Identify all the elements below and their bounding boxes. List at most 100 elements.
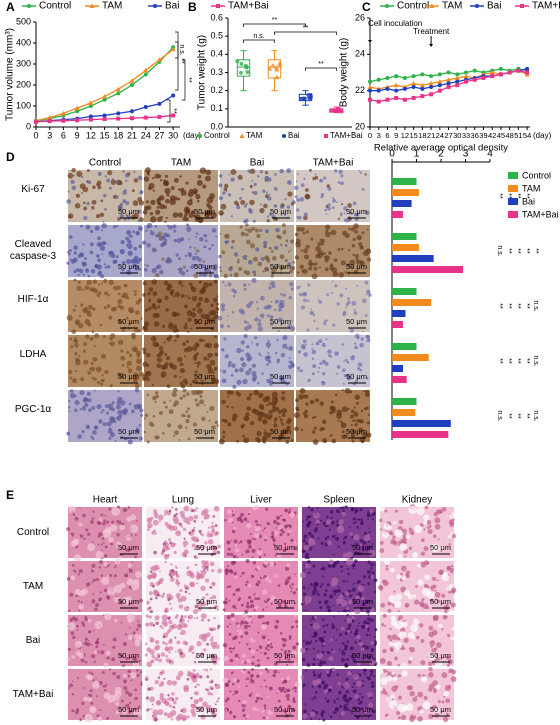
- micrograph-texture: [388, 594, 397, 603]
- micrograph-texture: [248, 595, 252, 600]
- micrograph-texture: [202, 286, 207, 291]
- micrograph-texture: [227, 708, 230, 711]
- micrograph-texture: [151, 654, 156, 659]
- micrograph-texture: [358, 641, 364, 647]
- micrograph-texture: [163, 280, 169, 286]
- micrograph-texture: [415, 585, 418, 588]
- micrograph-texture: [209, 637, 214, 642]
- micrograph-texture: [231, 363, 236, 368]
- micrograph-texture: [192, 307, 196, 312]
- micrograph-texture: [97, 283, 101, 286]
- micrograph-texture: [223, 419, 228, 424]
- micrograph-texture: [97, 534, 101, 538]
- micrograph-texture: [107, 428, 113, 434]
- micrograph-texture: [186, 566, 190, 570]
- marker: [102, 94, 108, 99]
- micrograph-texture: [351, 429, 357, 434]
- micrograph-texture: [140, 413, 144, 417]
- micrograph-texture: [280, 243, 283, 247]
- micrograph-texture: [133, 170, 136, 173]
- micrograph-texture: [303, 565, 306, 567]
- micrograph-texture: [167, 697, 171, 701]
- x-tick-label: 42: [488, 131, 496, 140]
- x-tick-label: 15: [409, 131, 417, 140]
- micrograph-texture: [86, 169, 90, 173]
- micrograph-texture: [310, 237, 314, 241]
- micrograph-texture: [197, 217, 203, 224]
- micrograph-texture: [291, 362, 295, 366]
- micrograph-texture: [75, 193, 81, 198]
- micrograph-texture: [233, 526, 237, 530]
- micrograph-texture: [164, 560, 167, 564]
- micrograph-texture: [232, 413, 238, 419]
- micrograph-texture: [83, 359, 89, 365]
- scale-bar-label: 50 μm: [196, 597, 217, 606]
- micrograph-texture: [104, 545, 108, 549]
- micrograph-texture: [95, 550, 104, 560]
- micrograph-texture: [166, 337, 171, 342]
- micrograph-texture: [214, 335, 217, 338]
- micrograph-texture: [75, 321, 79, 325]
- micrograph-texture: [258, 352, 261, 355]
- scale-bar-label: 50 μm: [118, 651, 139, 660]
- micrograph-texture: [289, 281, 294, 287]
- micrograph-texture: [111, 177, 114, 180]
- micrograph-texture: [352, 582, 355, 585]
- micrograph-texture: [314, 175, 319, 180]
- micrograph-texture: [321, 710, 326, 714]
- micrograph-texture: [354, 559, 358, 563]
- micrograph-texture: [256, 674, 260, 678]
- micrograph-texture: [98, 680, 103, 686]
- micrograph-texture: [94, 620, 103, 630]
- micrograph-texture: [241, 553, 244, 556]
- micrograph-texture: [188, 592, 191, 595]
- bar: [392, 255, 434, 262]
- micrograph-texture: [372, 518, 375, 521]
- micrograph-texture: [344, 631, 348, 636]
- micrograph-texture: [181, 707, 187, 714]
- micrograph-texture: [441, 506, 447, 512]
- micrograph-texture: [256, 307, 259, 310]
- micrograph-texture: [248, 367, 252, 372]
- micrograph-texture: [362, 707, 368, 714]
- micrograph-texture: [294, 255, 300, 260]
- micrograph-texture: [336, 201, 338, 204]
- micrograph-texture: [245, 417, 248, 420]
- micrograph-texture: [121, 292, 128, 299]
- micrograph-texture: [359, 693, 362, 696]
- micrograph-texture: [253, 609, 256, 612]
- micrograph-texture: [339, 715, 342, 718]
- micrograph-texture: [125, 236, 130, 241]
- marker: [394, 74, 399, 79]
- annotation: Treatment: [413, 27, 450, 36]
- micrograph-texture: [188, 212, 194, 218]
- micrograph-texture: [364, 645, 369, 650]
- micrograph-texture: [167, 597, 171, 602]
- micrograph-texture: [83, 537, 86, 541]
- marker: [376, 77, 381, 82]
- micrograph-texture: [71, 564, 75, 567]
- micrograph-texture: [127, 634, 134, 641]
- micrograph-texture: [387, 608, 392, 613]
- micrograph-texture: [412, 552, 419, 559]
- micrograph-texture: [194, 691, 199, 696]
- micrograph-texture: [357, 584, 365, 592]
- x-axis-label: (day): [183, 131, 202, 140]
- micrograph-texture: [144, 653, 148, 657]
- marker: [490, 74, 495, 79]
- micrograph-texture: [280, 421, 283, 424]
- micrograph-texture: [299, 388, 306, 394]
- micrograph-texture: [368, 530, 371, 533]
- micrograph-texture: [145, 377, 150, 382]
- micrograph-texture: [85, 528, 89, 532]
- micrograph-texture: [416, 506, 425, 516]
- micrograph-texture: [168, 225, 173, 230]
- micrograph-texture: [441, 700, 445, 704]
- micrograph-texture: [321, 618, 325, 621]
- micrograph-texture: [211, 316, 216, 322]
- micrograph-texture: [133, 255, 139, 261]
- micrograph-texture: [137, 659, 141, 663]
- x-tick-label: 48: [505, 131, 513, 140]
- micrograph-texture: [353, 406, 356, 409]
- micrograph-texture: [282, 230, 287, 235]
